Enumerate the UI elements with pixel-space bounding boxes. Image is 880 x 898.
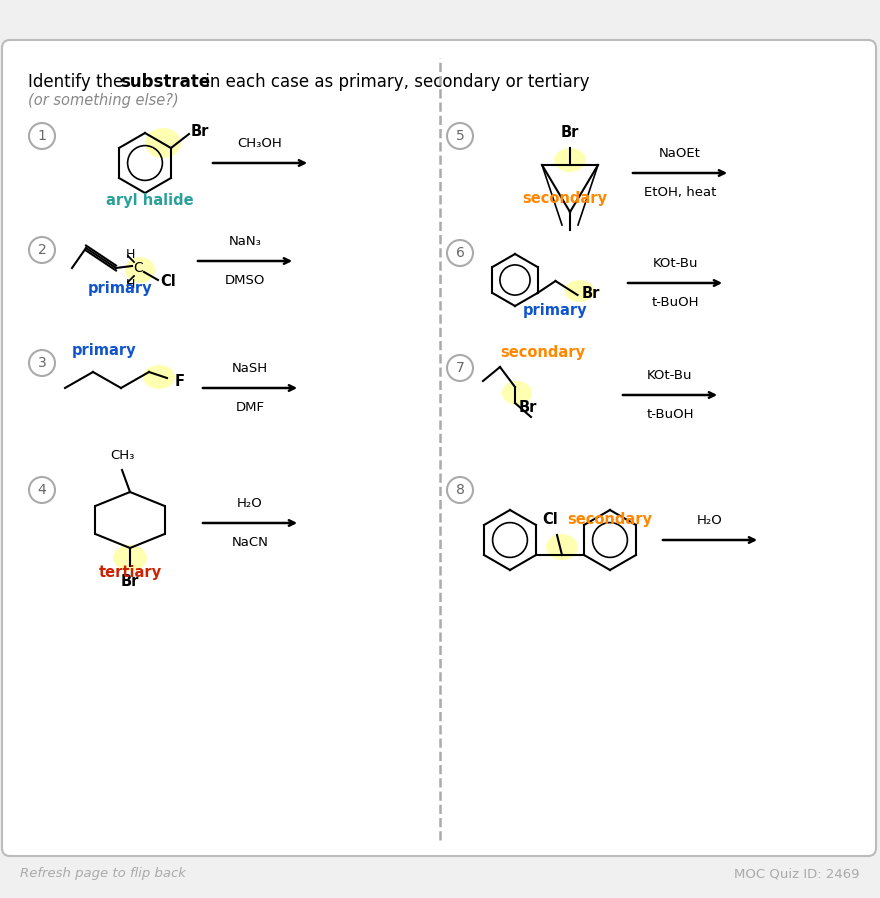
Ellipse shape [554,148,586,172]
Ellipse shape [125,257,155,283]
Text: Br: Br [561,125,579,140]
Text: DMSO: DMSO [224,274,265,287]
Text: MOC Quiz ID: 2469: MOC Quiz ID: 2469 [735,867,860,881]
Text: primary: primary [88,280,152,295]
Text: tertiary: tertiary [99,566,162,580]
Text: primary: primary [72,342,136,357]
Text: NaCN: NaCN [231,536,268,549]
Text: (or something else?): (or something else?) [28,92,179,108]
Text: Refresh page to flip back: Refresh page to flip back [20,867,186,881]
Text: CH₃: CH₃ [110,449,134,462]
Text: H₂O: H₂O [697,514,722,527]
Text: secondary: secondary [567,512,652,527]
Ellipse shape [145,128,181,158]
Text: Br: Br [582,286,600,301]
Text: H: H [125,248,135,260]
Text: aryl halide: aryl halide [106,192,194,207]
Text: secondary: secondary [500,346,585,360]
Text: Cl: Cl [542,512,558,527]
Text: NaSH: NaSH [232,362,268,375]
Text: Br: Br [121,574,139,589]
Text: 8: 8 [456,483,465,497]
Text: H₂O: H₂O [237,497,263,510]
Text: KOt-Bu: KOt-Bu [652,257,698,270]
Text: 6: 6 [456,246,465,260]
Text: Br: Br [519,400,538,415]
Text: Identify the: Identify the [28,73,128,91]
Text: F: F [175,374,185,390]
Text: 7: 7 [456,361,465,375]
Text: 1: 1 [38,129,47,143]
Text: in each case as primary, secondary or tertiary: in each case as primary, secondary or te… [200,73,590,91]
Text: Cl: Cl [160,275,176,289]
Text: NaOEt: NaOEt [659,147,701,160]
Text: 2: 2 [38,243,47,257]
Text: KOt-Bu: KOt-Bu [648,369,693,382]
Text: 3: 3 [38,356,47,370]
Text: 4: 4 [38,483,47,497]
Ellipse shape [546,534,578,560]
Text: EtOH, heat: EtOH, heat [644,186,716,199]
Ellipse shape [502,381,532,405]
Ellipse shape [113,545,147,571]
Text: H: H [125,277,135,290]
Ellipse shape [564,280,595,302]
Text: DMF: DMF [236,401,265,414]
Text: C: C [133,261,143,275]
Text: secondary: secondary [523,190,607,206]
Text: 5: 5 [456,129,465,143]
Text: substrate: substrate [120,73,210,91]
Text: t-BuOH: t-BuOH [651,296,699,309]
Text: primary: primary [523,303,587,318]
FancyBboxPatch shape [2,40,876,856]
Text: CH₃OH: CH₃OH [238,137,282,150]
Text: Br: Br [191,125,209,139]
Text: NaN₃: NaN₃ [229,235,261,248]
Text: t-BuOH: t-BuOH [646,408,693,421]
Ellipse shape [143,365,175,389]
